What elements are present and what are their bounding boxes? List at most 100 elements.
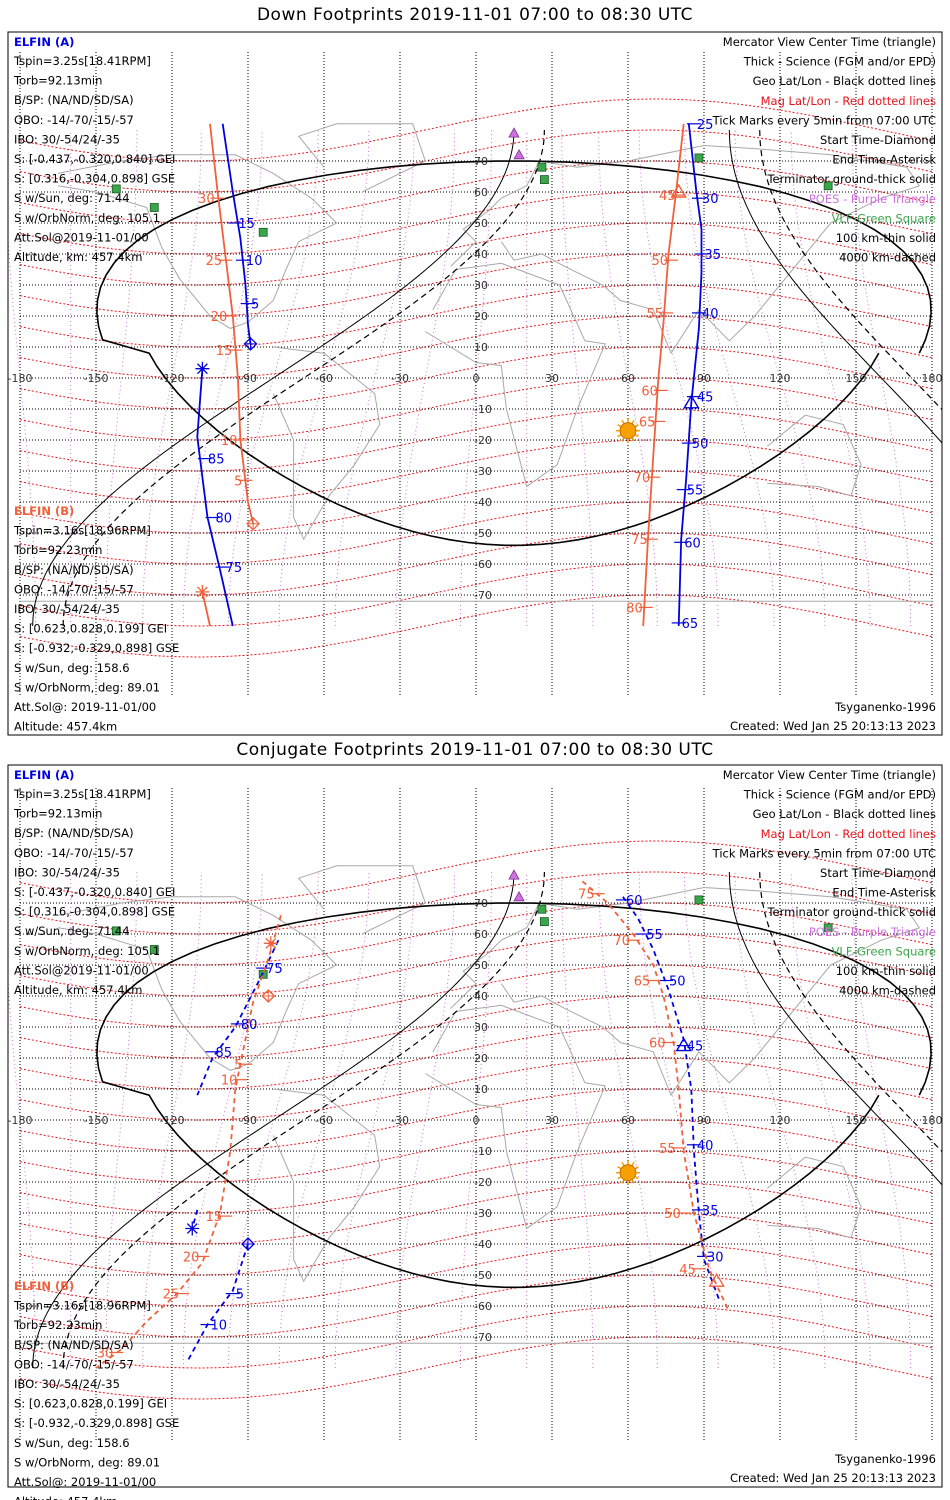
y-tick-label: 50 — [474, 959, 488, 972]
elfin-a-info-line: Tspin=3.25s[18.41RPM] — [13, 54, 151, 68]
poes-marker — [513, 148, 525, 160]
elfin-b-info-line: Torb=92.23min — [13, 543, 102, 557]
mag-parallel — [19, 222, 933, 286]
elfin-b-info-line: Att.Sol@: 2019-11-01/00 — [14, 1475, 156, 1489]
track-tick-label: 15 — [206, 1210, 223, 1225]
land-outline — [297, 865, 426, 935]
vlf-marker — [258, 227, 268, 237]
elfin-a-title: ELFIN (A) — [14, 35, 74, 49]
track-tick-label: 30 — [97, 1347, 114, 1362]
mag-parallel — [19, 408, 933, 472]
track-tick-label: 40 — [702, 307, 719, 322]
mag-parallel — [19, 129, 933, 193]
poes-marker — [508, 127, 520, 138]
elfin-a-info-line: Tspin=3.25s[18.41RPM] — [13, 787, 151, 801]
y-tick-label: 10 — [474, 341, 488, 354]
elfin-a-info-line: B/SP: (NA/ND/SD/SA) — [14, 93, 134, 107]
legend-entry: Geo Lat/Lon - Black dotted lines — [753, 74, 936, 88]
track-tick-label: 80 — [241, 1018, 258, 1033]
legend-entry: 100 km-thin solid — [836, 231, 936, 245]
elfin-b-info-line: B/SP: (NA/ND/SD/SA) — [14, 1338, 134, 1352]
mag-meridian — [683, 129, 775, 627]
vlf-marker — [149, 945, 159, 954]
track-tick-label: 75 — [266, 962, 283, 977]
y-tick-label: 20 — [474, 310, 488, 323]
y-tick-label: 40 — [474, 248, 488, 261]
elfin-a-info-line: S w/Sun, deg: 71.44 — [14, 924, 130, 938]
elfin-b-info-line: OBO: -14/-70/-15/-57 — [14, 582, 134, 596]
track-tick-label: 5 — [251, 298, 259, 313]
center-triangle — [675, 1037, 692, 1052]
track-tick-label: 70 — [634, 471, 651, 486]
track-segment — [196, 939, 280, 1096]
mag-meridian — [561, 871, 594, 1369]
track-tick-label: 65 — [639, 415, 656, 430]
elfin-a-info-line: Altitude, km: 457.4km — [14, 250, 142, 264]
track-segment — [186, 1243, 249, 1363]
elfin-a-info-line: IBO: 30/-54/24/-35 — [14, 865, 120, 879]
track-tick-label: 60 — [641, 384, 658, 399]
legend-entry: Terminator ground-thick solid — [766, 172, 936, 186]
terminator-100km — [32, 871, 515, 1369]
track-segment — [622, 896, 721, 1301]
track-tick-label: 45 — [697, 391, 714, 406]
y-tick-label: 60 — [474, 186, 488, 199]
x-tick-label: -90 — [239, 1114, 257, 1127]
land-outline — [766, 1156, 862, 1239]
x-tick-label: 90 — [697, 372, 711, 385]
track-tick-label: 30 — [702, 192, 719, 207]
elfin-a-info: ELFIN (A) Tspin=3.25s[18.41RPM] Torb=92.13… — [13, 768, 175, 997]
sun-marker — [616, 418, 640, 443]
track-tick-label: 80 — [216, 512, 233, 527]
elfin-b-info-line: OBO: -14/-70/-15/-57 — [14, 1357, 134, 1371]
end-asterisk — [185, 1221, 200, 1236]
legend-entry: 4000 km-dashed — [839, 251, 936, 265]
y-tick-label: -40 — [474, 496, 492, 509]
land-outline — [272, 346, 381, 541]
track-tick-label: 60 — [649, 1037, 666, 1052]
legend-entry: VLF-Green Square — [832, 944, 936, 958]
legend-entry: Start Time-Diamond — [820, 133, 936, 147]
elfin-b-title: ELFIN (B) — [14, 1279, 74, 1293]
legend-entry: End Time-Asterisk — [832, 886, 936, 900]
x-tick-label: 60 — [621, 372, 635, 385]
vlf-marker — [823, 923, 833, 933]
x-tick-label: 0 — [473, 1114, 480, 1127]
mag-meridian — [105, 129, 138, 627]
legend-entry: Mercator View Center Time (triangle) — [723, 768, 936, 782]
center-triangle — [683, 394, 700, 409]
elfin-a-info-line: Altitude, km: 457.4km — [14, 983, 142, 997]
elfin-a-info-line: Att.Sol@2019-11-01/00 — [14, 963, 149, 977]
elfin-b-info-line: S: [-0.932,-0.329,0.898] GSE — [14, 641, 179, 655]
x-tick-label: -30 — [391, 1114, 409, 1127]
terminator-100km — [32, 129, 515, 627]
y-tick-label: -40 — [474, 1238, 492, 1251]
y-tick-label: -50 — [474, 1269, 492, 1282]
terminator-east-4000km — [759, 129, 942, 411]
mag-parallel — [19, 1057, 933, 1121]
mag-parallel — [19, 315, 933, 379]
elfin-a-info: ELFIN (A) Tspin=3.25s[18.41RPM] Torb=92.13… — [13, 35, 175, 264]
end-asterisk — [195, 361, 210, 376]
track-tick-label: 55 — [659, 1142, 676, 1157]
track-segment — [191, 1209, 199, 1229]
elfin-a-info-line: Torb=92.13min — [13, 807, 102, 821]
x-tick-label: 150 — [846, 372, 867, 385]
track-tick-label: 10 — [210, 1319, 227, 1334]
elfin-b-info: ELFIN (B) Tspin=3.16s[18.96RPM] Torb=92.23… — [13, 1279, 179, 1500]
y-tick-label: 10 — [474, 1083, 488, 1096]
elfin-b-info-line: S w/OrbNorm, deg: 89.01 — [14, 680, 160, 694]
sun-marker — [616, 1160, 640, 1185]
x-tick-label: -180 — [8, 372, 33, 385]
track-segment — [201, 591, 211, 627]
model-name: Tsyganenko-1996 — [834, 1452, 936, 1466]
legend-entry: 4000 km-dashed — [839, 984, 936, 998]
elfin-b-info-line: Att.Sol@: 2019-11-01/00 — [14, 700, 156, 714]
track-tick-label: 35 — [704, 248, 721, 263]
track-tick-label: 15 — [238, 217, 255, 232]
